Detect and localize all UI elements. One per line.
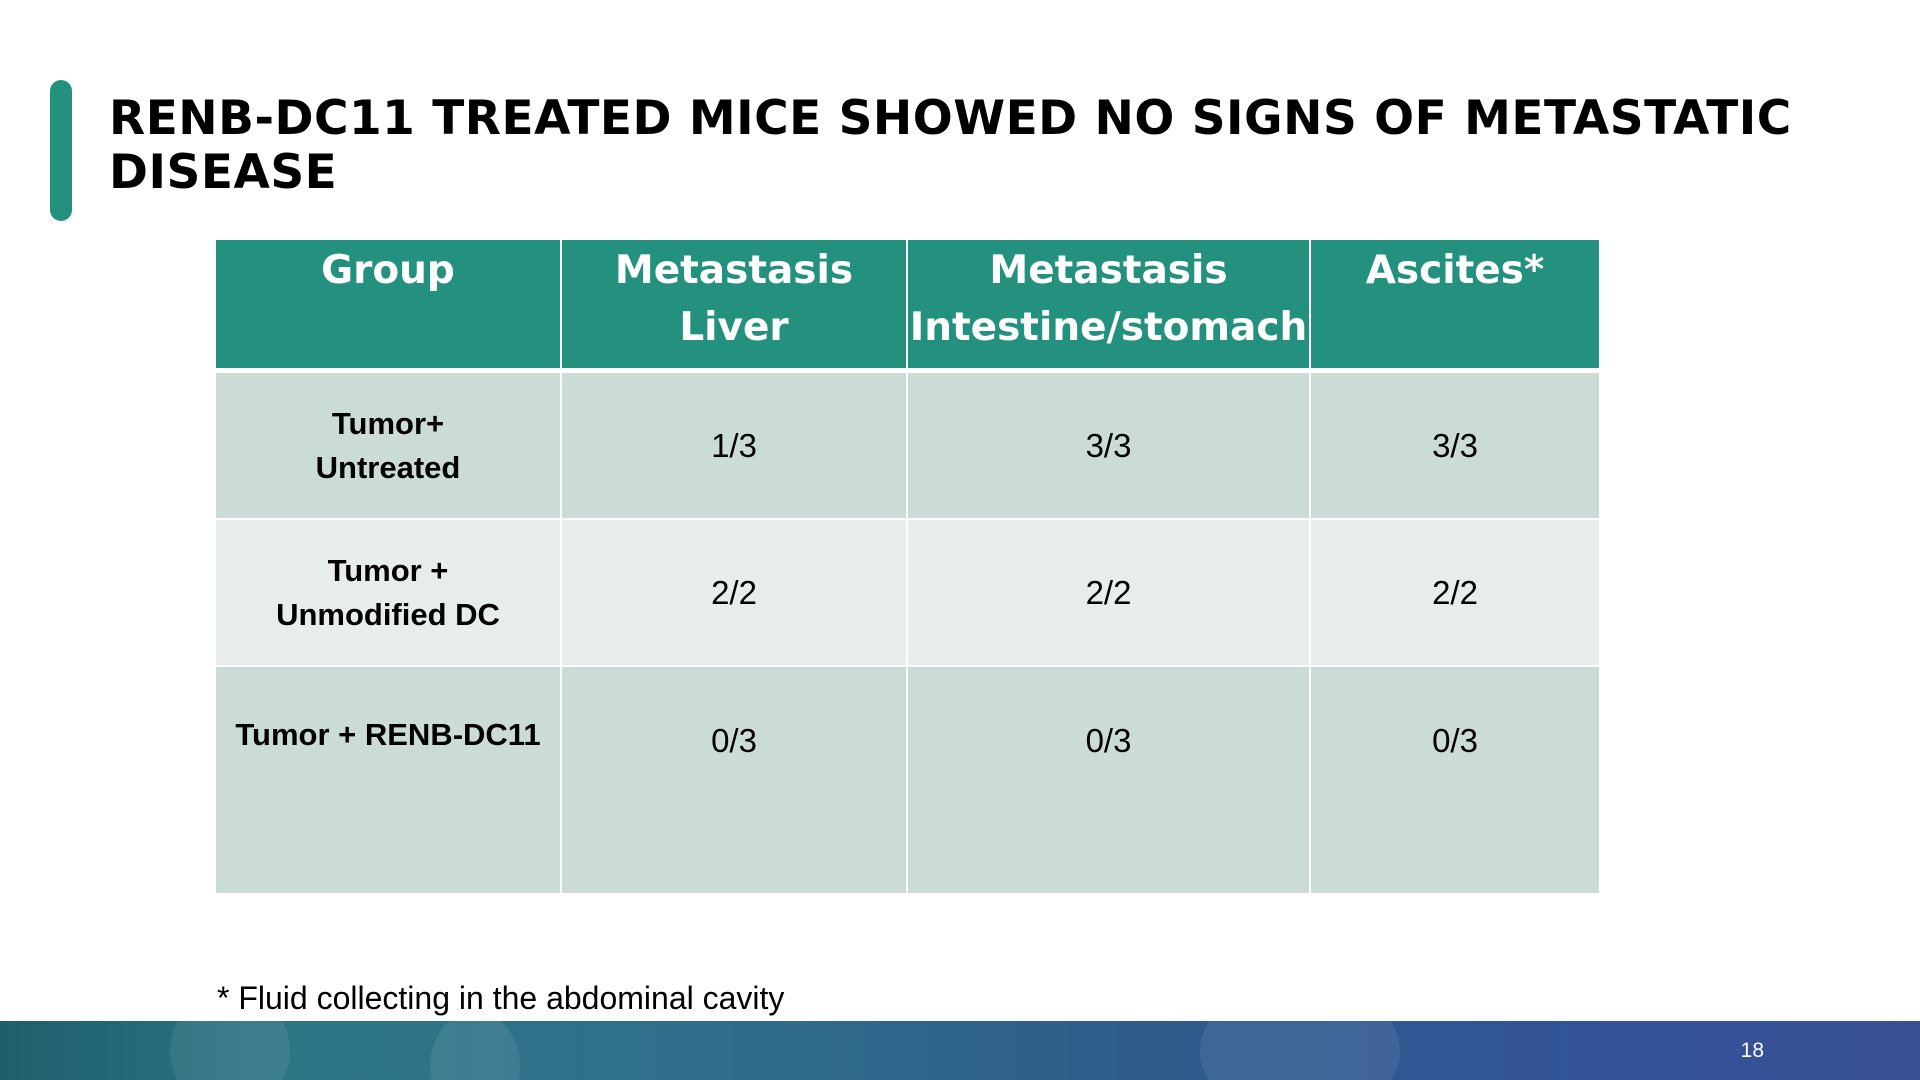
footer-decoration-shape [170,1021,290,1080]
header-group: Group [214,238,562,373]
title-accent-bar [50,80,72,221]
group-label-line2: Untreated [315,449,461,485]
page-number: 18 [1740,1039,1764,1062]
header-metastasis-intestine: Metastasis Intestine/stomach [906,238,1311,373]
header-ascites-label: Ascites* [1365,248,1545,293]
header-intestine-line2: Intestine/stomach [909,305,1308,350]
footer-band: 18 [0,1021,1920,1080]
metastasis-results-table: Group Metastasis Liver Metastasis Intest… [214,238,1601,895]
liver-cell: 2/2 [560,518,908,667]
group-label-line1: Tumor+ [331,405,445,441]
intestine-cell: 2/2 [906,518,1311,667]
footnote: * Fluid collecting in the abdominal cavi… [217,980,785,1016]
intestine-cell: 0/3 [906,665,1311,895]
footer-decoration-shape [1200,1021,1400,1080]
group-label-line1: Tumor + [327,552,449,588]
group-cell: Tumor + RENB-DC11 [214,665,562,895]
group-cell: Tumor + Unmodified DC [214,518,562,667]
table-row: Tumor+ Untreated 1/3 3/3 3/3 [214,369,1601,520]
group-cell: Tumor+ Untreated [214,369,562,520]
slide-title: RENB-DC11 TREATED MICE SHOWED NO SIGNS O… [109,91,1792,200]
header-liver-line2: Liver [679,305,789,350]
intestine-cell: 3/3 [906,369,1311,520]
header-intestine-line1: Metastasis [989,248,1228,293]
group-label-line2: Unmodified DC [276,596,500,632]
footer-decoration-shape [430,1021,520,1080]
table-row: Tumor + Unmodified DC 2/2 2/2 2/2 [214,518,1601,667]
liver-cell: 1/3 [560,369,908,520]
liver-cell: 0/3 [560,665,908,895]
header-liver-line1: Metastasis [614,248,854,293]
header-metastasis-liver: Metastasis Liver [560,238,908,373]
table-row: Tumor + RENB-DC11 0/3 0/3 0/3 [214,665,1601,895]
ascites-cell: 0/3 [1309,665,1601,895]
ascites-cell: 3/3 [1309,369,1601,520]
group-label-line1: Tumor + RENB-DC11 [235,717,541,752]
header-group-label: Group [321,248,455,293]
table-header-row: Group Metastasis Liver Metastasis Intest… [214,238,1601,373]
header-ascites: Ascites* [1309,238,1601,373]
ascites-cell: 2/2 [1309,518,1601,667]
